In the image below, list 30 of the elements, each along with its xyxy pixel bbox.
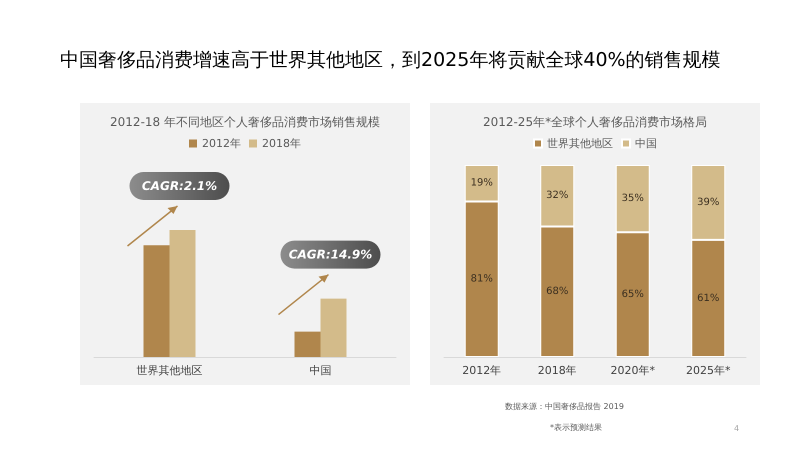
x-tick-label: 2020年* bbox=[610, 364, 656, 377]
legend-label: 中国 bbox=[635, 137, 657, 150]
data-label: 65% bbox=[622, 289, 644, 300]
chart-title: 中国奢侈品消费增速高于世界其他地区，到2025年将贡献全球40%的销售规模 bbox=[60, 48, 722, 72]
text: 4 bbox=[734, 424, 740, 433]
text: CAGR:2.1% bbox=[142, 179, 218, 193]
chart-subtitle: 2012-18 年不同地区个人奢侈品消费市场销售规模 bbox=[110, 115, 380, 129]
bar bbox=[144, 245, 170, 357]
x-tick-label: 中国 bbox=[310, 364, 332, 377]
legend-label: 2018年 bbox=[262, 137, 301, 150]
x-tick-label: 2018年 bbox=[538, 364, 577, 377]
legend-label: 世界其他地区 bbox=[547, 137, 613, 150]
data-label: 35% bbox=[622, 193, 644, 204]
source-note: 数据来源：中国奢侈品报告 2019 bbox=[505, 401, 624, 412]
annotation: CAGR:14.9% bbox=[288, 248, 372, 262]
chart-subtitle: 2012-25年*全球个人奢侈品消费市场格局 bbox=[482, 115, 708, 129]
legend-label: 2012年 bbox=[202, 137, 242, 150]
data-label: 39% bbox=[697, 196, 720, 208]
x-tick-label: 世界其他地区 bbox=[136, 364, 202, 377]
data-label: 81% bbox=[470, 274, 493, 285]
data-label: 32% bbox=[546, 190, 568, 202]
data-label: 19% bbox=[470, 178, 493, 189]
bar bbox=[320, 298, 346, 357]
data-label: 68% bbox=[546, 286, 568, 298]
bar bbox=[294, 332, 320, 357]
x-tick-label: 2025年* bbox=[686, 364, 731, 377]
data-label: 61% bbox=[697, 292, 720, 304]
x-tick-label: 2012年 bbox=[462, 364, 502, 377]
text: *表示预测结果 bbox=[550, 422, 602, 433]
bar bbox=[170, 230, 196, 357]
